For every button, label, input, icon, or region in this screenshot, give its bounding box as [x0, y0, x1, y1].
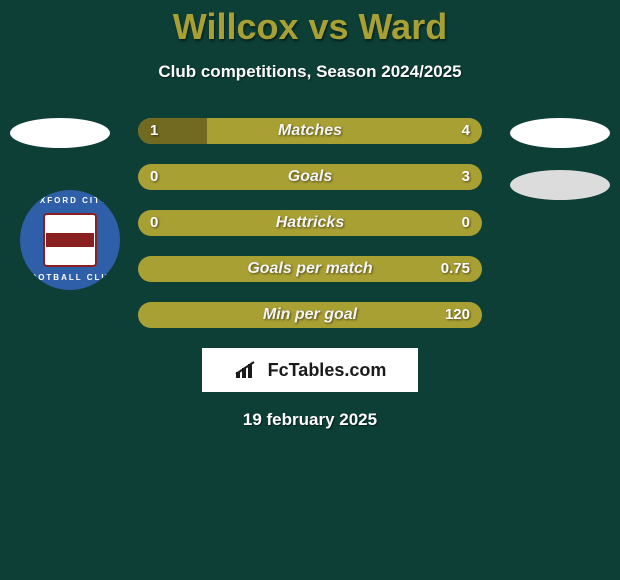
- brand-box: FcTables.com: [202, 348, 418, 392]
- crest-top-text: OXFORD CITY: [20, 196, 120, 205]
- bar-right-value: 0: [462, 210, 470, 236]
- bar-right-value: 3: [462, 164, 470, 190]
- brand-chart-icon: [234, 360, 262, 380]
- player-left-avatar-placeholder: [10, 118, 110, 148]
- bar-left-value: 1: [150, 118, 158, 144]
- chart-area: OXFORD CITY FOOTBALL CLUB Matches1 4 Goals…: [0, 118, 620, 328]
- comparison-bar: Hattricks0 0: [138, 210, 482, 236]
- bar-right-value: 0.75: [441, 256, 470, 282]
- bar-label: Goals per match: [138, 256, 482, 282]
- subtitle: Club competitions, Season 2024/2025: [0, 62, 620, 82]
- comparison-bar: Goals per match0.75: [138, 256, 482, 282]
- bar-label: Hattricks: [138, 210, 482, 236]
- crest-inner: [43, 213, 97, 267]
- crest-band: [46, 233, 94, 247]
- bar-label: Goals: [138, 164, 482, 190]
- comparison-bars: Matches14Goals03Hattricks00Goals per mat…: [138, 118, 482, 328]
- crest-bottom-text: FOOTBALL CLUB: [20, 273, 120, 282]
- bar-right-value: 120: [445, 302, 470, 328]
- bar-label: Min per goal: [138, 302, 482, 328]
- player-right-avatar-placeholder: [510, 118, 610, 148]
- bar-right-value: 4: [462, 118, 470, 144]
- bar-label: Matches: [138, 118, 482, 144]
- club-left-crest: OXFORD CITY FOOTBALL CLUB: [20, 190, 120, 290]
- page-title: Willcox vs Ward: [0, 0, 620, 48]
- bar-left-value: 0: [150, 164, 158, 190]
- comparison-bar: Goals0 3: [138, 164, 482, 190]
- brand-text: FcTables.com: [268, 360, 387, 381]
- comparison-bar: Matches1 4: [138, 118, 482, 144]
- date-text: 19 february 2025: [0, 410, 620, 430]
- bar-left-value: 0: [150, 210, 158, 236]
- comparison-bar: Min per goal120: [138, 302, 482, 328]
- club-right-crest-placeholder: [510, 170, 610, 200]
